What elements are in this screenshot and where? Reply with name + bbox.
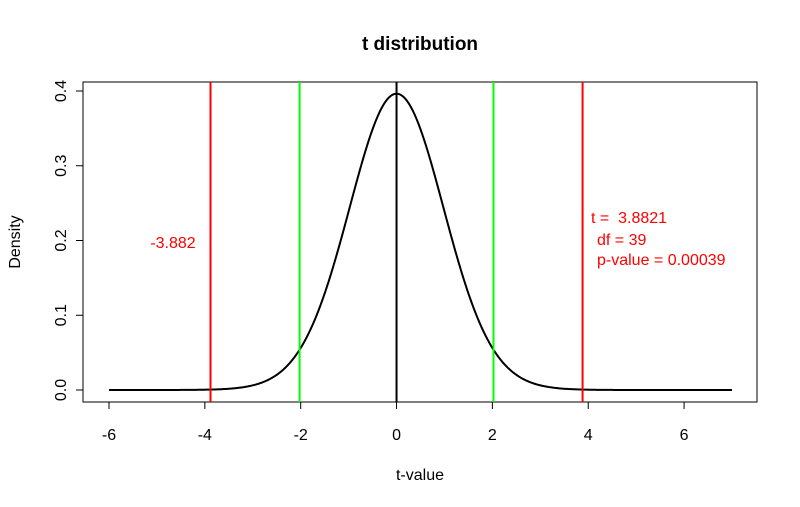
y-tick-label: 0.4 [53, 80, 70, 102]
y-tick-label: 0.2 [53, 229, 70, 251]
x-tick-label: 0 [392, 427, 401, 444]
stats-annotation-df: df = 39 [597, 232, 646, 249]
density-curve [109, 92, 732, 391]
stats-annotation-t: t = 3.8821 [591, 210, 667, 227]
y-tick-label: 0.3 [53, 155, 70, 177]
x-tick-label: -2 [294, 427, 308, 444]
x-tick-label: -6 [102, 427, 116, 444]
x-tick-label: 2 [488, 427, 497, 444]
x-axis: -6 -4 -2 0 2 4 6 [102, 401, 689, 444]
chart-title: t distribution [362, 34, 478, 55]
x-tick-label: -4 [198, 427, 212, 444]
vertical-lines [209, 82, 584, 402]
x-tick-label: 6 [680, 427, 689, 444]
x-tick-label: 4 [584, 427, 593, 444]
left-t-value-annotation: -3.882 [150, 235, 195, 252]
y-tick-label: 0.0 [53, 379, 70, 401]
x-axis-label: t-value [396, 467, 444, 484]
y-axis-label: Density [7, 215, 24, 268]
y-tick-label: 0.1 [53, 304, 70, 326]
y-axis: 0.0 0.1 0.2 0.3 0.4 [53, 80, 84, 401]
stats-annotation-pvalue: p-value = 0.00039 [597, 252, 726, 269]
